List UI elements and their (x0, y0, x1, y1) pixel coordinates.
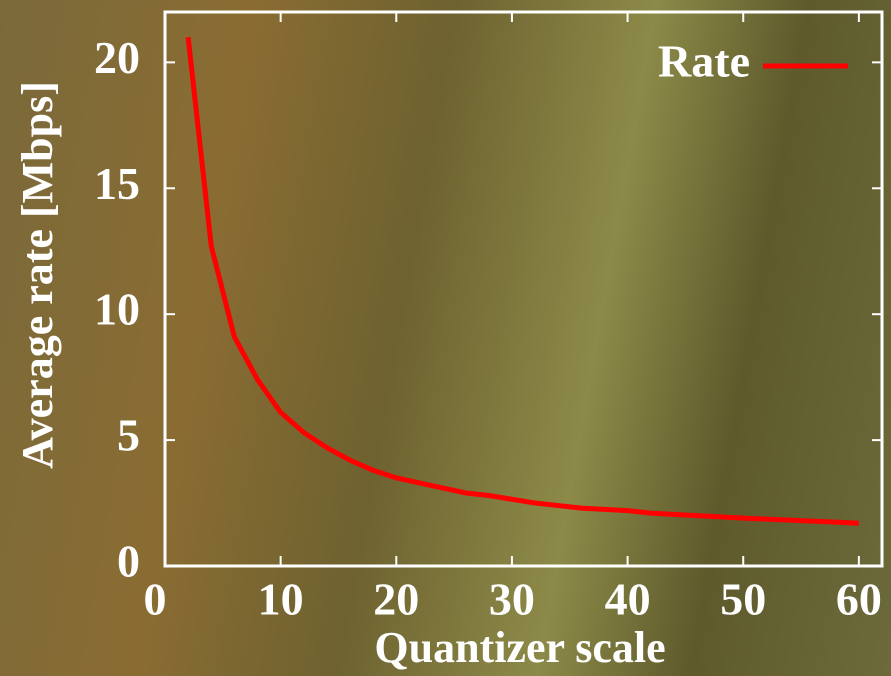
page: Quantizer scale Average rate [Mbps] 0 5 10… (0, 0, 891, 676)
x-tick-label: 0 (144, 574, 167, 625)
y-axis-title: Average rate [Mbps] (13, 81, 62, 469)
plot-frame (165, 12, 882, 566)
chart: Quantizer scale Average rate [Mbps] 0 5 10… (0, 0, 891, 676)
y-tick-label: 5 (117, 410, 140, 461)
y-tick-label: 10 (94, 284, 140, 335)
x-tick-label: 50 (720, 574, 766, 625)
y-tick-label: 20 (94, 32, 140, 83)
legend-label: Rate (658, 36, 750, 87)
x-tick-label: 60 (836, 574, 882, 625)
x-tick-label: 20 (373, 574, 419, 625)
x-tick-label: 30 (489, 574, 535, 625)
data-line (188, 37, 859, 523)
y-tick-label: 0 (117, 536, 140, 587)
x-tick-label: 40 (605, 574, 651, 625)
x-tick-label: 10 (258, 574, 304, 625)
x-axis-title: Quantizer scale (374, 623, 665, 672)
y-tick-label: 15 (94, 158, 140, 209)
